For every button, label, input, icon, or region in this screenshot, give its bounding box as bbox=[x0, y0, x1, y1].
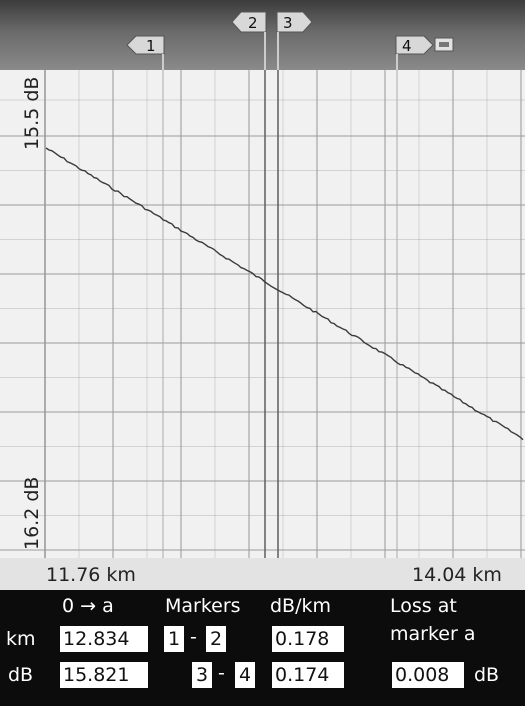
marker-4-label: 4 bbox=[402, 37, 412, 55]
zoom-window-icon[interactable] bbox=[434, 37, 454, 52]
markers-header: Markers bbox=[165, 595, 241, 617]
pair1-dbkm-field[interactable]: 0.178 bbox=[272, 626, 344, 652]
marker-4-flag[interactable]: 4 bbox=[395, 35, 434, 70]
trace-line bbox=[45, 147, 524, 441]
plot-grid bbox=[0, 70, 525, 558]
pair2-marker-a[interactable]: 3 bbox=[192, 662, 212, 688]
marker-2-flag[interactable]: 2 bbox=[231, 11, 267, 70]
km-row-label: km bbox=[6, 628, 36, 650]
trace-plot-svg: 15.5 dB 16.2 dB bbox=[0, 70, 525, 558]
loss-value-field[interactable]: 0.008 bbox=[392, 662, 464, 688]
x-axis-labels: 11.76 km 14.04 km bbox=[0, 558, 525, 590]
pair2-dbkm-field[interactable]: 0.174 bbox=[272, 662, 344, 688]
marker-flags: 1 2 3 4 bbox=[126, 11, 454, 70]
marker-3-label: 3 bbox=[283, 14, 293, 32]
readout-panel: 0 → a Markers dB/km Loss at marker a km … bbox=[0, 590, 525, 706]
pair1-separator: - bbox=[190, 626, 197, 648]
marker-3-flag[interactable]: 3 bbox=[276, 11, 313, 70]
x-axis-left-label: 11.76 km bbox=[46, 564, 136, 586]
marker-bar[interactable]: 1 2 3 4 bbox=[0, 0, 525, 70]
origin-header: 0 → a bbox=[62, 595, 114, 617]
loss-unit: dB bbox=[474, 664, 500, 686]
pair2-separator: - bbox=[218, 662, 225, 684]
marker-1-label: 1 bbox=[146, 37, 156, 55]
marker-1-flag[interactable]: 1 bbox=[126, 35, 165, 70]
loss-header-line1: Loss at bbox=[390, 595, 457, 617]
km-value-field[interactable]: 12.834 bbox=[60, 626, 148, 652]
pair1-marker-b[interactable]: 2 bbox=[206, 626, 226, 652]
marker-2-label: 2 bbox=[248, 14, 258, 32]
y-axis-top-label: 15.5 dB bbox=[21, 77, 43, 150]
pair1-marker-a[interactable]: 1 bbox=[164, 626, 184, 652]
loss-header-line2: marker a bbox=[390, 623, 476, 645]
trace-plot[interactable]: 15.5 dB 16.2 dB bbox=[0, 70, 525, 558]
db-value-field[interactable]: 15.821 bbox=[60, 662, 148, 688]
x-axis-right-label: 14.04 km bbox=[412, 564, 502, 586]
dbkm-header: dB/km bbox=[270, 595, 332, 617]
y-axis-bottom-label: 16.2 dB bbox=[21, 477, 43, 550]
pair2-marker-b[interactable]: 4 bbox=[235, 662, 255, 688]
db-row-label: dB bbox=[8, 664, 34, 686]
